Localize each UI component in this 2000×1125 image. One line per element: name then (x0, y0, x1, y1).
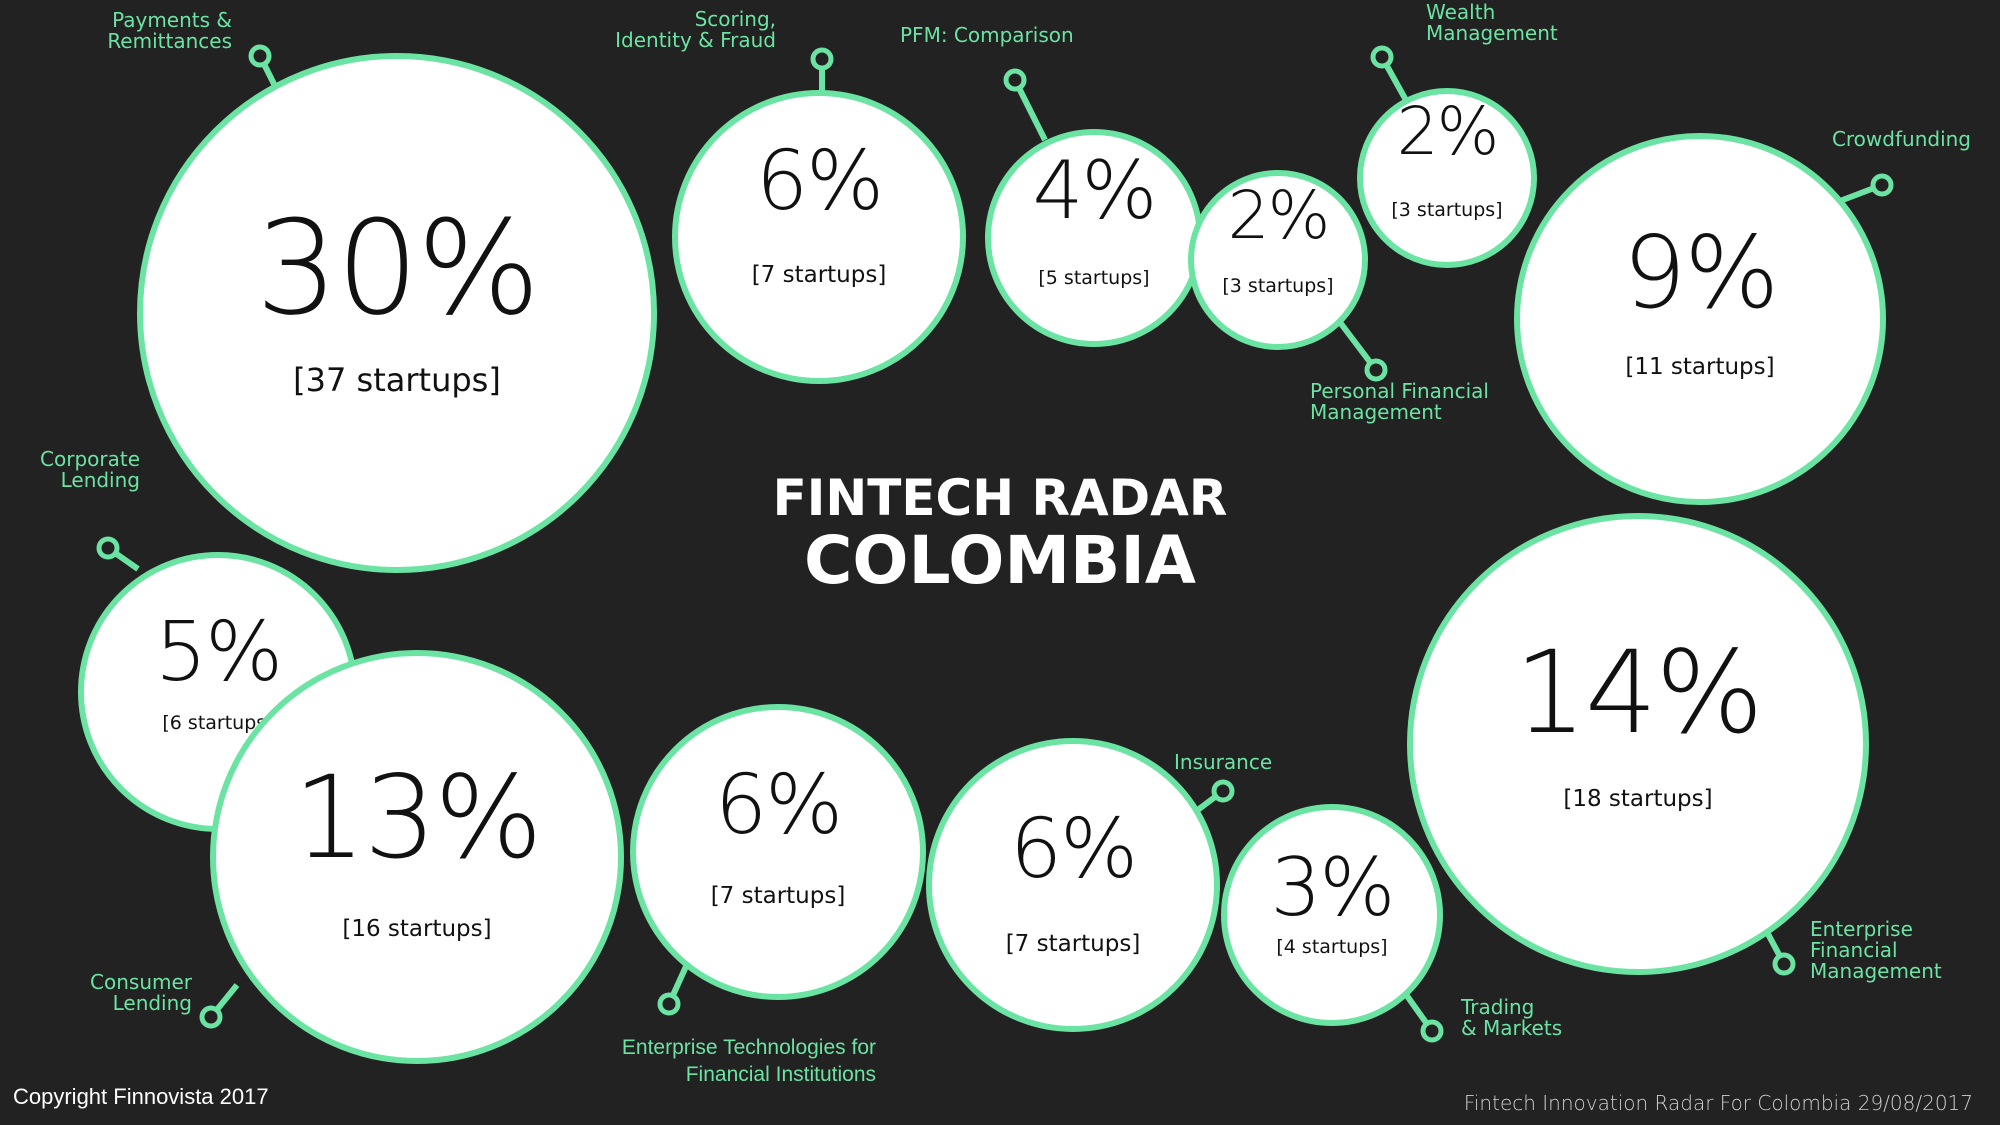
category-label-line: Personal Financial (1310, 379, 1489, 403)
bubble-efm: 14% [18 startups] (1407, 513, 1869, 975)
bubble-circle-wealth (1357, 88, 1537, 268)
category-label-line: Consumer (90, 970, 193, 994)
percent-label-trading: 3% (1271, 841, 1394, 934)
bubble-circle-trading (1221, 804, 1443, 1026)
category-label-line: PFM: Comparison (900, 23, 1074, 47)
bubble-payments: 30% [37 startups] (137, 53, 657, 573)
category-label-line: Management (1810, 959, 1942, 983)
bubble-crowdfunding: 9% [11 startups] (1514, 133, 1886, 505)
category-label-line: Crowdfunding (1832, 127, 1971, 151)
pin-head-pfm (1364, 358, 1388, 382)
percent-label-efm: 14% (1514, 626, 1761, 759)
title-line-1: FINTECH RADAR (773, 469, 1228, 527)
bubble-pfm: 2% [3 startups] (1188, 170, 1368, 350)
count-label-corporate-lending: [6 startups] (162, 712, 273, 734)
bubble-circle-scoring (672, 90, 966, 384)
count-label-pfm: [3 startups] (1222, 275, 1333, 297)
percent-label-payments: 30% (256, 192, 539, 344)
copyright-text: Copyright Finnovista 2017 (13, 1084, 269, 1109)
category-label-line: Wealth (1426, 0, 1495, 24)
category-label-line: Enterprise (1810, 917, 1913, 941)
category-label-enterprise-tech: Enterprise Technologies for Financial Ins… (622, 1036, 876, 1086)
category-label-line: Lending (113, 991, 192, 1015)
segment-labels: Payments & Remittances Scoring, Identity & … (40, 0, 1971, 1086)
category-label-insurance: Insurance (1174, 750, 1272, 774)
category-label-pfm-comparison: PFM: Comparison (900, 23, 1074, 47)
category-label-scoring: Scoring, Identity & Fraud (615, 7, 776, 52)
category-label-line: Lending (61, 468, 140, 492)
category-label-efm: Enterprise Financial Management (1810, 917, 1942, 983)
bubble-pfm-comparison: 4% [5 startups] (985, 129, 1203, 347)
count-label-consumer-lending: [16 startups] (342, 916, 491, 942)
pin-head-crowdfunding (1870, 173, 1894, 197)
bubble-circle-payments (137, 53, 657, 573)
category-label-corporate-lending: Corporate Lending (40, 447, 140, 492)
connector-pins (96, 44, 1894, 1043)
percent-label-consumer-lending: 13% (293, 751, 540, 884)
bubble-circle-efm (1407, 513, 1869, 975)
category-label-line: Insurance (1174, 750, 1272, 774)
category-label-wealth: Wealth Management (1426, 0, 1558, 45)
count-label-crowdfunding: [11 startups] (1625, 354, 1774, 380)
percent-label-crowdfunding: 9% (1623, 214, 1778, 331)
category-label-line: Trading (1460, 995, 1534, 1019)
bubble-insurance: 6% [7 startups] (926, 738, 1220, 1032)
category-label-line: Management (1310, 400, 1442, 424)
percent-label-insurance: 6% (1010, 802, 1136, 897)
count-label-scoring: [7 startups] (752, 262, 887, 288)
count-label-insurance: [7 startups] (1006, 931, 1141, 957)
count-label-payments: [37 startups] (293, 361, 501, 399)
title-line-2: COLOMBIA (804, 522, 1196, 599)
pin-head-efm (1772, 952, 1796, 976)
category-label-line: & Markets (1461, 1016, 1562, 1040)
category-label-payments: Payments & Remittances (107, 8, 232, 53)
percent-label-corporate-lending: 5% (155, 605, 281, 700)
count-label-trading: [4 startups] (1276, 936, 1387, 958)
bubble-scoring: 6% [7 startups] (672, 90, 966, 384)
pin-head-consumer-lending (199, 1005, 223, 1029)
pin-head-wealth (1370, 45, 1394, 69)
category-label-line: Payments & (112, 8, 232, 32)
bubble-wealth: 2% [3 startups] (1357, 88, 1537, 268)
percent-label-enterprise-tech: 6% (715, 758, 841, 853)
pin-head-scoring (810, 47, 834, 71)
category-label-trading: Trading & Markets (1460, 995, 1562, 1040)
percent-label-pfm: 2% (1228, 177, 1329, 254)
category-label-line: Identity & Fraud (615, 28, 776, 52)
pin-head-trading (1420, 1019, 1444, 1043)
count-label-wealth: [3 startups] (1391, 199, 1502, 221)
pin-head-pfm-comparison (1003, 68, 1027, 92)
pin-head-corporate-lending (96, 536, 120, 560)
category-label-consumer-lending: Consumer Lending (90, 970, 193, 1015)
bubble-circle-insurance (926, 738, 1220, 1032)
bubble-circle-crowdfunding (1514, 133, 1886, 505)
bubble-circle-pfm (1188, 170, 1368, 350)
category-label-line: Financial Institutions (686, 1063, 876, 1086)
category-label-line: Enterprise Technologies for (622, 1036, 876, 1059)
bubbles: 30% [37 startups] 6% [7 startups] 4% [5 start… (78, 53, 1886, 1064)
category-label-crowdfunding: Crowdfunding (1832, 127, 1971, 151)
percent-label-scoring: 6% (756, 134, 882, 229)
count-label-enterprise-tech: [7 startups] (711, 883, 846, 909)
bubble-consumer-lending: 13% [16 startups] (210, 650, 624, 1064)
pin-head-insurance (1211, 779, 1235, 803)
pin-head-payments (248, 44, 272, 68)
count-label-pfm-comparison: [5 startups] (1038, 267, 1149, 289)
bubble-enterprise-tech: 6% [7 startups] (630, 704, 926, 1000)
category-label-line: Corporate (40, 447, 140, 471)
percent-label-pfm-comparison: 4% (1033, 144, 1156, 237)
bubble-circle-enterprise-tech (630, 704, 926, 1000)
percent-label-wealth: 2% (1397, 93, 1498, 170)
category-label-line: Scoring, (695, 7, 776, 31)
category-label-line: Management (1426, 21, 1558, 45)
bubble-trading: 3%[4 startups] (1221, 804, 1443, 1026)
pin-head-enterprise-tech (657, 992, 681, 1016)
footer-text: Fintech Innovation Radar For Colombia 29… (1464, 1091, 1973, 1115)
category-label-pfm: Personal Financial Management (1310, 379, 1489, 424)
bubble-circle-consumer-lending (210, 650, 624, 1064)
category-label-line: Remittances (107, 29, 232, 53)
category-label-line: Financial (1810, 938, 1898, 962)
count-label-efm: [18 startups] (1563, 786, 1712, 812)
